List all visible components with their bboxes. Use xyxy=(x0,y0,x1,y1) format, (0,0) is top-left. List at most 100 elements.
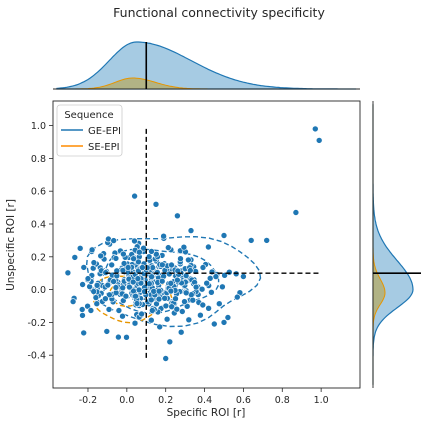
x-tick-label: -0.2 xyxy=(79,395,98,406)
data-point xyxy=(162,302,170,310)
data-point xyxy=(112,255,120,262)
data-point xyxy=(155,287,163,295)
data-point xyxy=(185,316,193,324)
data-point xyxy=(122,292,130,300)
data-point xyxy=(167,279,175,287)
data-point xyxy=(220,319,228,326)
data-point xyxy=(64,269,72,277)
data-point xyxy=(174,276,181,284)
data-point xyxy=(174,212,181,220)
data-point xyxy=(69,298,77,305)
data-point xyxy=(103,328,111,335)
data-point xyxy=(135,286,143,294)
data-point xyxy=(226,268,233,276)
x-axis-ticks: -0.2 0.0 0.2 0.4 0.6 0.8 1.0 xyxy=(79,388,329,406)
x-tick-label: 0.4 xyxy=(197,395,212,406)
data-point xyxy=(90,259,98,266)
data-point xyxy=(212,273,220,280)
data-point xyxy=(110,278,117,285)
data-point xyxy=(71,254,79,261)
data-point xyxy=(97,252,104,260)
y-axis-label: Unspecific ROI [r] xyxy=(5,199,17,291)
y-axis-ticks: -0.4 -0.2 0.0 0.2 0.4 0.6 0.8 1.0 xyxy=(27,121,53,362)
data-point xyxy=(167,287,175,295)
y-tick-label: -0.4 xyxy=(27,351,46,362)
data-point xyxy=(156,323,163,331)
data-point xyxy=(220,232,228,239)
data-point xyxy=(199,264,207,271)
data-point xyxy=(79,312,86,319)
data-point xyxy=(149,307,156,314)
y-tick-label: 0.6 xyxy=(31,187,46,198)
scatter-points xyxy=(64,125,323,362)
plot-frame xyxy=(52,100,361,389)
main-scatter-panel: -0.2 0.0 0.2 0.4 0.6 0.8 1.0 -0.4 -0.2 0.0 0.2 0.4… xyxy=(27,100,361,406)
data-point xyxy=(154,269,161,276)
data-point xyxy=(199,301,207,309)
data-point xyxy=(187,227,195,234)
data-point xyxy=(131,237,138,245)
data-point xyxy=(219,283,226,291)
data-point xyxy=(311,125,319,133)
data-point xyxy=(90,288,97,295)
data-point xyxy=(105,306,113,313)
data-point xyxy=(168,261,175,269)
data-point xyxy=(79,281,86,288)
y-tick-label: 0.8 xyxy=(31,154,46,165)
y-tick-label: 0.2 xyxy=(31,252,46,263)
data-point xyxy=(192,283,200,291)
data-point xyxy=(87,307,95,314)
data-point xyxy=(181,298,188,305)
data-point xyxy=(198,285,206,293)
data-point xyxy=(129,278,137,286)
data-point xyxy=(158,277,166,285)
x-axis-label: Specific ROI [r] xyxy=(167,407,246,419)
legend: Sequence GE-EPI SE-EPI xyxy=(56,104,123,157)
data-point xyxy=(130,255,137,263)
y-tick-label: 1.0 xyxy=(31,121,46,132)
data-point xyxy=(80,264,88,271)
data-point xyxy=(234,293,241,301)
data-point xyxy=(106,291,113,299)
data-point xyxy=(203,279,210,287)
data-point xyxy=(182,289,190,297)
data-point xyxy=(126,283,133,291)
data-point xyxy=(177,328,185,336)
chart-title: Functional connectivity specificity xyxy=(113,5,325,20)
legend-box xyxy=(56,104,123,157)
data-point xyxy=(148,273,155,281)
data-point xyxy=(179,308,186,315)
data-point xyxy=(292,209,300,216)
data-point xyxy=(123,333,130,341)
data-point xyxy=(185,256,192,264)
data-point xyxy=(76,245,84,252)
data-point xyxy=(120,250,127,258)
data-point xyxy=(149,264,156,271)
data-point xyxy=(78,306,86,313)
data-point xyxy=(146,280,153,288)
reference-lines xyxy=(105,128,322,361)
y-tick-label: 0.4 xyxy=(31,220,46,231)
data-point xyxy=(160,232,167,240)
data-point xyxy=(211,320,218,328)
data-point xyxy=(112,284,120,291)
data-point xyxy=(162,355,169,362)
data-point xyxy=(104,281,112,289)
x-tick-label: 1.0 xyxy=(314,395,329,406)
data-point xyxy=(137,279,145,287)
data-point xyxy=(84,275,92,282)
data-point xyxy=(92,294,100,301)
data-point xyxy=(139,264,146,271)
data-point xyxy=(161,294,168,302)
data-point xyxy=(148,296,155,304)
x-tick-label: 0.0 xyxy=(119,395,134,406)
data-point xyxy=(166,338,174,346)
data-point xyxy=(172,295,179,303)
data-point xyxy=(138,310,145,318)
data-point xyxy=(119,284,126,292)
x-tick-label: 0.8 xyxy=(275,395,290,406)
data-point xyxy=(240,273,247,280)
data-point xyxy=(131,319,139,327)
data-point xyxy=(140,244,147,252)
